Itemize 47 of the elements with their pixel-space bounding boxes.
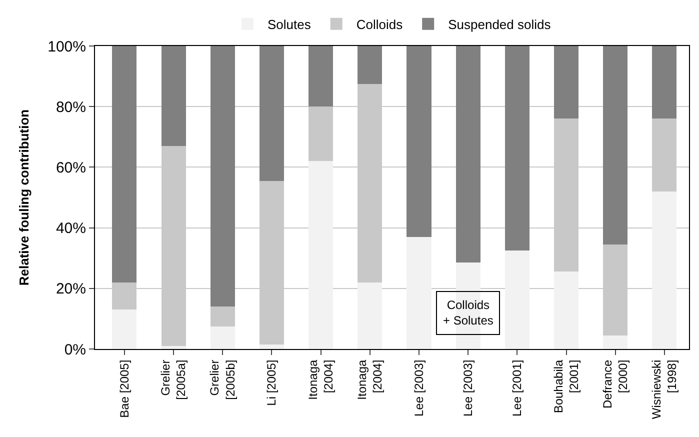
bar xyxy=(603,46,628,244)
legend-label: Suspended solids xyxy=(448,16,552,32)
bar xyxy=(161,46,186,146)
x-tick-label: Lee [2001] xyxy=(510,360,524,417)
bar xyxy=(210,326,235,349)
bar xyxy=(259,344,284,349)
x-tick-label: Grelier [2005b] xyxy=(208,360,238,400)
bar xyxy=(358,46,382,84)
bar xyxy=(406,236,432,349)
bar xyxy=(504,250,530,349)
bar xyxy=(112,46,137,282)
x-tick-label: Lee [2003] xyxy=(460,360,475,417)
bar xyxy=(308,46,334,107)
bar xyxy=(358,282,382,349)
x-tick-label: Li [2005] xyxy=(264,360,279,406)
bar xyxy=(554,272,579,349)
bar xyxy=(652,191,677,349)
bar xyxy=(210,306,235,326)
y-axis-title: Relative fouling contribution xyxy=(16,109,32,286)
bar xyxy=(406,46,432,237)
x-tick-label: Itonaga [2004] xyxy=(306,359,336,400)
bar xyxy=(308,161,334,349)
bar xyxy=(652,46,677,119)
x-tick-label: Itonaga [2004] xyxy=(355,359,385,400)
bar xyxy=(259,46,284,181)
x-tick-label: Grelier [2005a] xyxy=(158,360,188,400)
y-tick-label: 40% xyxy=(56,220,86,238)
y-tick-label: 60% xyxy=(56,159,86,176)
bar xyxy=(603,335,628,349)
bar xyxy=(554,46,579,119)
x-tick-label: Lee [2003] xyxy=(412,360,426,417)
x-tick-label: Defrance [2000] xyxy=(600,359,630,409)
x-tick-label: Wisniewski [1998] xyxy=(650,360,680,420)
y-tick-label: 80% xyxy=(56,98,86,116)
bar xyxy=(161,346,186,349)
bar xyxy=(210,46,235,307)
x-tick-label: Bae [2005] xyxy=(117,360,132,418)
bar xyxy=(112,310,137,349)
x-tick-label: Bouhabila [2001] xyxy=(551,359,581,414)
bar xyxy=(504,46,530,251)
y-tick-label: 20% xyxy=(56,280,86,298)
y-tick-label: 100% xyxy=(48,38,86,56)
legend-label: Solutes xyxy=(268,16,312,32)
legend-label: Colloids xyxy=(356,16,404,32)
annotation: Colloids + Solutes xyxy=(443,298,494,328)
y-tick-label: 0% xyxy=(64,341,86,358)
bar xyxy=(456,46,480,263)
